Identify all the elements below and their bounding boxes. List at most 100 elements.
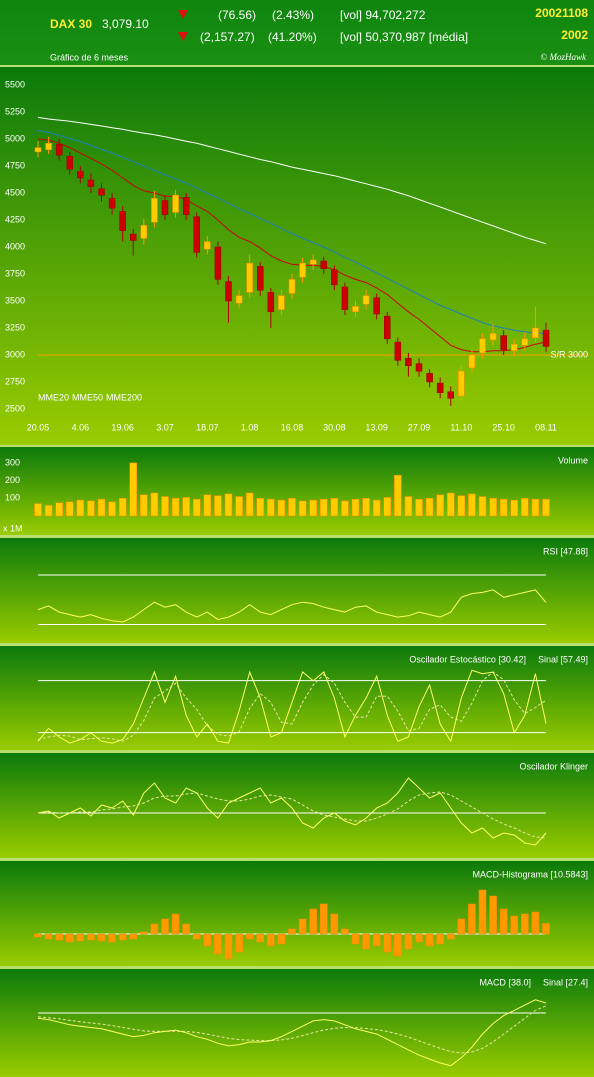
legend-label: Sinal [57.49] xyxy=(538,654,588,664)
down-arrow xyxy=(178,10,188,19)
x-tick-label: 11.10 xyxy=(450,422,472,432)
bar xyxy=(425,498,434,517)
line-series xyxy=(37,116,547,245)
bar xyxy=(245,933,254,940)
panel-title: RSI [47.88] xyxy=(543,546,588,556)
panel-background xyxy=(0,753,594,858)
bar xyxy=(309,499,317,517)
bar xyxy=(372,933,381,947)
line-series xyxy=(37,669,547,744)
bar xyxy=(129,933,137,940)
candle-body xyxy=(193,216,200,253)
bar xyxy=(76,933,85,942)
panel-background xyxy=(0,67,594,445)
candle-body xyxy=(45,143,52,151)
bar xyxy=(224,933,233,960)
bar xyxy=(140,931,148,935)
y-tick-label: 5000 xyxy=(5,133,25,143)
x-tick-label: 18.07 xyxy=(196,422,219,432)
y-tick-label: 4250 xyxy=(5,214,25,224)
bar xyxy=(531,498,540,517)
bar xyxy=(489,498,497,517)
candle-body xyxy=(130,233,137,241)
bar xyxy=(383,497,391,517)
bar xyxy=(288,928,296,935)
candle-body xyxy=(278,295,285,310)
bar xyxy=(55,502,63,517)
candle-body xyxy=(288,279,296,294)
bar xyxy=(457,918,466,935)
line-series xyxy=(37,129,547,334)
bar xyxy=(362,498,370,517)
bar xyxy=(298,500,307,517)
last-price: 3,079.10 xyxy=(102,17,149,31)
bar xyxy=(542,498,550,517)
legend-label: MME50 xyxy=(72,392,103,402)
bar xyxy=(267,933,275,947)
bar xyxy=(66,501,74,517)
bar xyxy=(76,499,85,517)
support-label: S/R 3000 xyxy=(550,349,588,359)
bar xyxy=(277,933,286,945)
x-tick-label: 20.05 xyxy=(27,422,50,432)
x-tick-label: 4.06 xyxy=(72,422,90,432)
date: 20021108 xyxy=(535,6,588,20)
line-series xyxy=(37,671,547,742)
bar xyxy=(235,933,243,953)
candle-body xyxy=(257,266,264,291)
x-tick-label: 30.08 xyxy=(323,422,346,432)
bar xyxy=(182,923,190,935)
bar xyxy=(341,500,349,517)
candle-body xyxy=(447,391,454,399)
candle-body xyxy=(214,246,222,280)
candle-body xyxy=(384,315,391,340)
bar xyxy=(118,933,127,941)
bar xyxy=(214,495,222,517)
x-tick-label: 19.06 xyxy=(111,422,134,432)
legend-label: MACD [38.0] xyxy=(479,977,531,987)
bar xyxy=(140,494,148,517)
y-tick-label: 3250 xyxy=(5,322,25,332)
candle-body xyxy=(436,382,444,394)
candle-body xyxy=(542,329,550,347)
y-tick-label: 300 xyxy=(5,457,20,467)
y-tick-label: 100 xyxy=(5,493,20,503)
candle-body xyxy=(225,281,232,302)
candle-body xyxy=(161,200,169,215)
bar xyxy=(510,499,518,517)
bar xyxy=(499,908,508,935)
year: 2002 xyxy=(561,28,588,42)
candle-body xyxy=(55,144,63,156)
candle-body xyxy=(119,211,126,232)
bar xyxy=(129,462,137,517)
bar xyxy=(267,498,275,517)
bar xyxy=(224,493,233,517)
bar xyxy=(521,913,529,935)
legend-label: MME20 xyxy=(38,392,69,402)
bar xyxy=(34,933,42,938)
bar xyxy=(489,895,497,935)
y-tick-label: 5500 xyxy=(5,79,25,89)
panel-background xyxy=(0,538,594,643)
panel-title: MACD-Histograma [10.5843] xyxy=(472,869,588,879)
bar xyxy=(182,497,190,517)
candle-body xyxy=(320,260,327,269)
bar xyxy=(193,498,201,517)
bar xyxy=(108,933,116,943)
candle-body xyxy=(151,198,158,223)
unit-label: x 1M xyxy=(3,523,23,533)
line-series xyxy=(37,999,547,1067)
candle-body xyxy=(489,333,497,341)
bar xyxy=(362,933,370,950)
bar xyxy=(542,923,550,935)
candle-body xyxy=(77,171,84,179)
bar xyxy=(44,933,53,940)
bar xyxy=(394,933,402,957)
bar xyxy=(245,492,254,517)
bar xyxy=(66,933,74,943)
bar xyxy=(320,498,328,517)
bar xyxy=(436,933,444,945)
line-series xyxy=(37,589,547,623)
bar xyxy=(108,501,116,517)
bar xyxy=(468,493,476,517)
